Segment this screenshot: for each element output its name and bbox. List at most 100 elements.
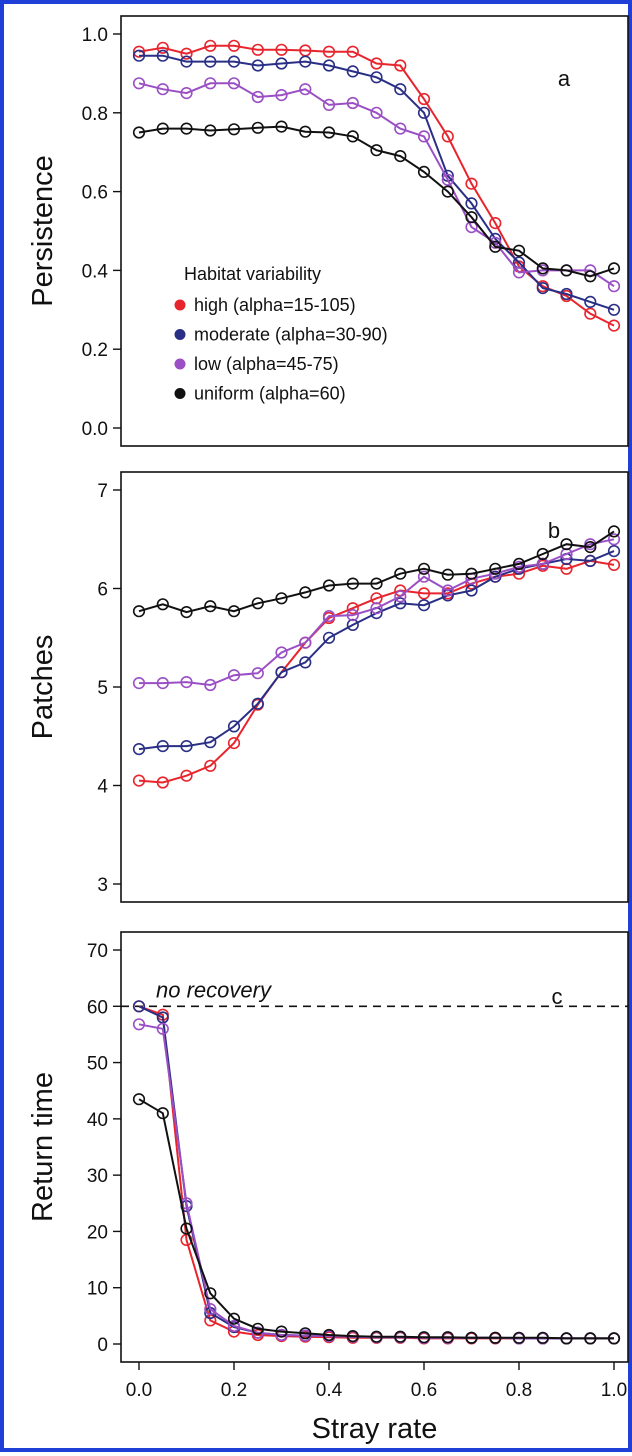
data-point (607, 280, 621, 293)
data-point (607, 319, 621, 332)
data-point (251, 597, 264, 610)
data-point (370, 1330, 383, 1343)
y-axis-title: Patches (27, 635, 59, 740)
data-point (227, 1312, 241, 1325)
data-point (156, 739, 169, 753)
data-point (156, 83, 169, 96)
data-point (512, 557, 526, 571)
legend-swatch (174, 358, 186, 370)
y-tick-label: 0.6 (82, 183, 108, 204)
data-point (299, 1327, 312, 1340)
y-tick-label: 1.0 (82, 25, 108, 46)
legend-entry: low (alpha=45-75) (194, 354, 339, 374)
data-point (394, 597, 407, 610)
data-point (465, 211, 478, 224)
reference-line-label: no recovery (156, 977, 273, 1002)
data-point (512, 1331, 526, 1344)
data-point (204, 77, 217, 90)
data-point (322, 98, 336, 111)
data-point (394, 567, 407, 580)
data-point (180, 769, 193, 782)
data-point (417, 1331, 431, 1344)
x-tick-label: 0.8 (506, 1380, 532, 1401)
data-point (132, 605, 146, 618)
data-point (204, 678, 217, 692)
data-point (607, 525, 621, 538)
series-line (138, 82, 615, 288)
data-point (275, 57, 288, 70)
plot-box (120, 15, 629, 447)
data-point (322, 45, 336, 58)
y-tick-label: 20 (87, 1222, 108, 1243)
data-point (441, 584, 454, 597)
data-point (299, 125, 312, 138)
data-point (204, 759, 217, 772)
y-tick-label: 0 (97, 1335, 108, 1356)
y-tick-label: 30 (87, 1166, 108, 1187)
series-3 (132, 1093, 621, 1345)
series-1 (132, 49, 621, 316)
data-point (275, 646, 288, 659)
data-point (204, 55, 217, 68)
data-point (251, 43, 264, 56)
x-tick-label: 0.2 (221, 1380, 247, 1401)
legend-swatch (174, 388, 186, 399)
data-point (489, 236, 502, 249)
data-point (180, 1222, 193, 1235)
data-point (227, 720, 241, 733)
data-point (132, 676, 146, 690)
data-point (227, 736, 241, 750)
data-point (346, 96, 359, 110)
data-point (394, 1330, 407, 1343)
data-point (417, 562, 431, 575)
data-point (275, 43, 288, 56)
data-point (560, 264, 573, 277)
data-point (156, 41, 169, 54)
data-point (417, 165, 431, 178)
data-point (132, 126, 146, 139)
y-tick-label: 50 (87, 1054, 108, 1075)
data-point (275, 1325, 288, 1338)
panel-label: b (548, 518, 560, 543)
data-point (607, 303, 621, 316)
data-point (417, 92, 431, 106)
data-point (607, 533, 621, 546)
data-point (180, 55, 193, 68)
data-point (607, 544, 621, 558)
data-point (204, 124, 217, 137)
data-point (275, 1328, 288, 1342)
data-point (251, 1326, 264, 1339)
legend-title: Habitat variability (184, 264, 321, 284)
data-point (346, 602, 359, 615)
data-point (156, 122, 169, 135)
data-point (536, 282, 549, 295)
data-point (607, 1332, 621, 1345)
data-point (227, 123, 241, 136)
data-point (560, 1332, 573, 1345)
x-axis-title: Stray rate (312, 1413, 438, 1445)
data-point (227, 669, 241, 682)
data-point (299, 586, 312, 599)
data-point (180, 739, 193, 753)
data-point (132, 742, 146, 756)
panel-c: 0 10 20 30 40 50 60 70 0.0 0.2 0.4 0.6 0.8 1.0 Return … (27, 931, 629, 1445)
data-point (156, 1022, 169, 1035)
data-point (275, 120, 288, 133)
data-point (584, 295, 597, 309)
y-tick-label: 6 (97, 580, 108, 601)
figure-svg: 0.0 0.2 0.4 0.6 0.8 1.0 Persistence a Habitat va… (27, 15, 629, 1445)
data-point (132, 1000, 146, 1013)
data-point (227, 39, 241, 52)
data-point (417, 106, 431, 119)
data-point (132, 45, 146, 58)
data-point (180, 605, 193, 619)
data-point (132, 1093, 146, 1106)
data-point (441, 173, 454, 186)
data-point (394, 83, 407, 96)
data-point (275, 88, 288, 102)
data-point (299, 636, 312, 649)
data-point (370, 602, 383, 615)
data-point (370, 106, 383, 119)
data-point (536, 547, 549, 561)
